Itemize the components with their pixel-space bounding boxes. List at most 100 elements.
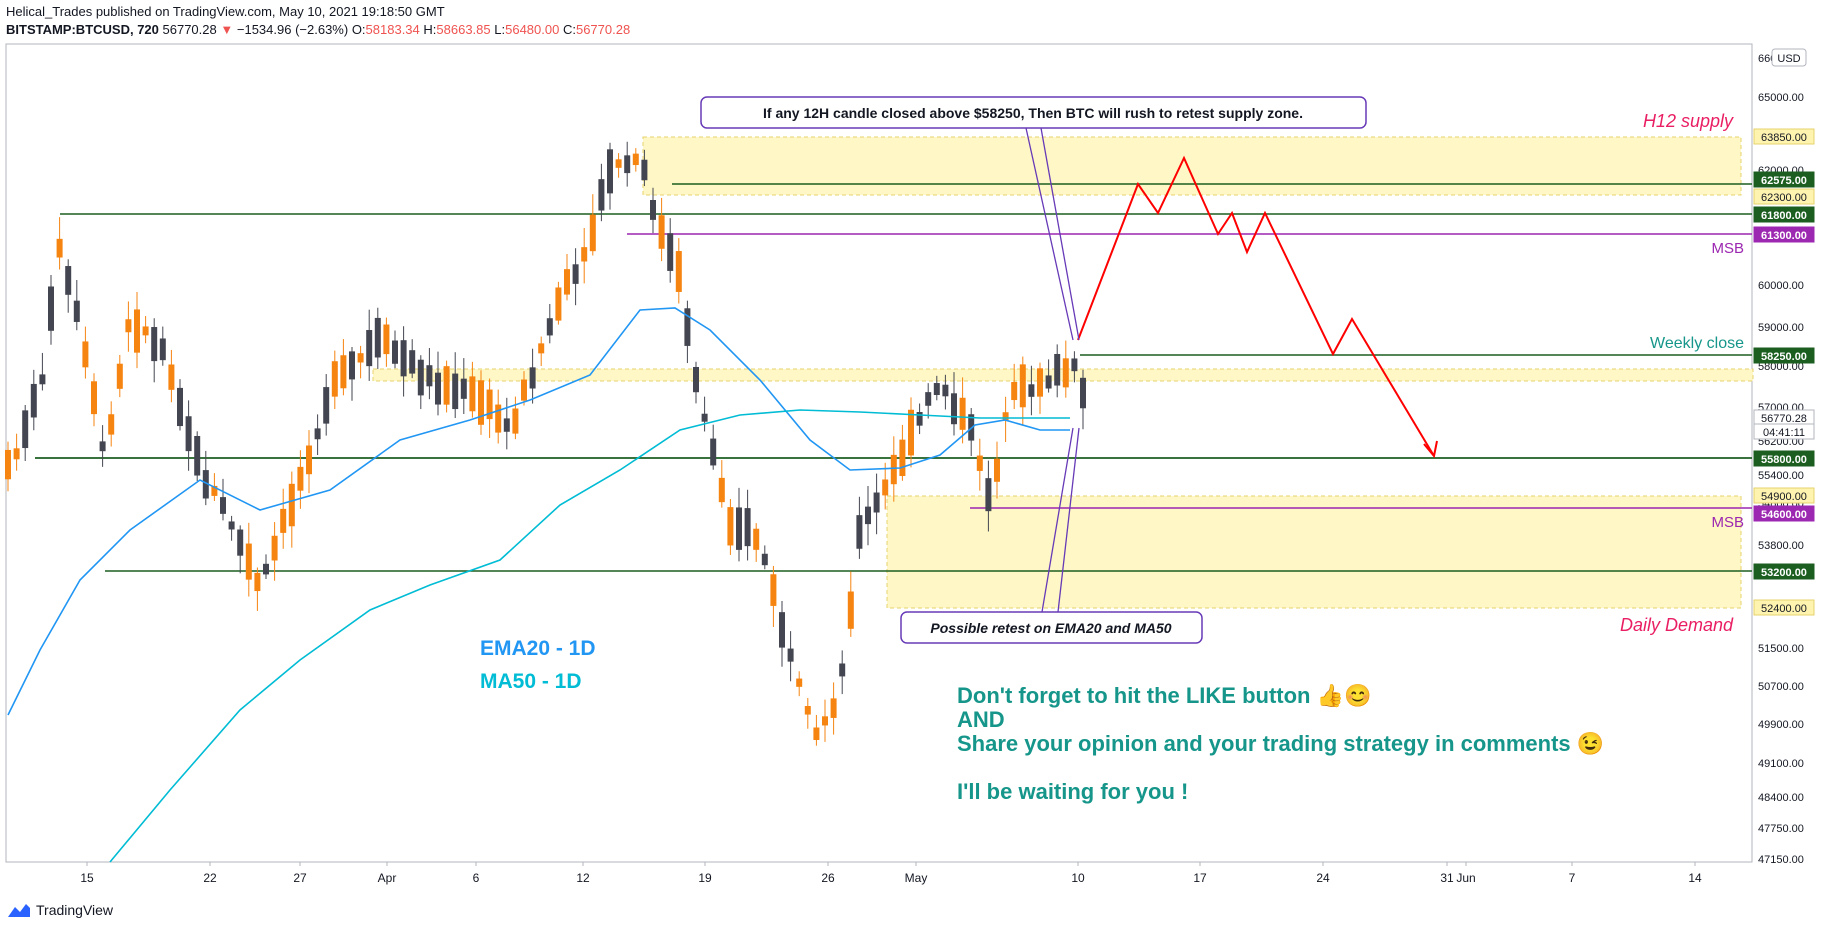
ma50-line <box>109 409 1070 863</box>
footer-brand[interactable]: TradingView <box>8 902 113 918</box>
candle-body <box>108 414 115 435</box>
candle-body <box>314 428 321 440</box>
candle-body <box>73 300 80 322</box>
symbol-name[interactable]: BITSTAMP:BTCUSD, 720 <box>6 22 159 37</box>
candle-body <box>271 535 278 561</box>
time-axis[interactable]: 15 22 27 Apr 6 12 19 26 May 10 17 24 31 Jun 7 14 <box>80 862 1702 885</box>
price-label-box <box>1753 599 1815 616</box>
candle-body <box>366 330 373 367</box>
candle-body <box>1045 375 1052 389</box>
candle-body <box>194 435 201 476</box>
candle-body <box>727 507 734 546</box>
x-tick-label: 19 <box>698 871 712 885</box>
candle-body <box>942 384 949 397</box>
y-tick-label: 59000.00 <box>1758 322 1804 334</box>
candle-body <box>632 153 639 166</box>
y-tick-label: 49900.00 <box>1758 719 1804 731</box>
cta-line-3: Share your opinion and your trading stra… <box>957 731 1604 756</box>
candle-body <box>804 706 811 715</box>
candle-body <box>340 355 347 389</box>
candle-body <box>701 413 708 422</box>
price-label: 04:41:11 <box>1763 427 1805 439</box>
candle-body <box>263 563 269 575</box>
candle-body <box>985 478 992 512</box>
price-label-box <box>1753 226 1815 243</box>
candle-body <box>675 251 682 292</box>
candle-body <box>297 466 304 491</box>
callout-bottom-text: Possible retest on EMA20 and MA50 <box>930 620 1171 636</box>
down-arrow-icon: ▼ <box>220 22 234 37</box>
candle-body <box>39 374 46 385</box>
candle-body <box>890 454 897 485</box>
x-tick-label: 15 <box>80 871 94 885</box>
y-tick-label: 58000.00 <box>1758 361 1804 373</box>
candle-body <box>452 373 459 410</box>
candle-body <box>555 287 562 321</box>
x-tick-label: 24 <box>1316 871 1330 885</box>
candle-body <box>1037 368 1043 397</box>
candle-body <box>177 387 183 427</box>
candle-body <box>1054 353 1061 386</box>
x-tick-label: 14 <box>1688 871 1702 885</box>
candle-body <box>718 477 725 503</box>
candle-body <box>908 409 914 456</box>
candle-body <box>1002 412 1009 421</box>
tradingview-logo-icon <box>8 904 30 917</box>
cta-line-1: Don't forget to hit the LIKE button 👍😊 <box>957 683 1371 708</box>
candle-body <box>873 492 880 513</box>
candle-body <box>641 159 648 181</box>
candle-body <box>1019 364 1026 408</box>
high-value: 58663.85 <box>436 22 491 37</box>
candle-body <box>5 449 11 480</box>
x-tick-label: 7 <box>1569 871 1576 885</box>
y-tick-label: 53800.00 <box>1758 540 1804 552</box>
high-label: H: <box>423 22 437 37</box>
last-price: 56770.28 <box>162 22 217 37</box>
candle-body <box>435 372 441 405</box>
x-tick-label: Apr <box>378 871 397 885</box>
x-tick-label: 6 <box>473 871 480 885</box>
candle-body <box>1071 358 1078 372</box>
candle-body <box>813 727 820 741</box>
candle-body <box>770 574 777 606</box>
callout-bottom-box[interactable] <box>900 611 1203 644</box>
candle-body <box>228 521 235 530</box>
callout-top-pointer-2 <box>1040 127 1080 341</box>
candle-body <box>856 515 863 549</box>
candle-body <box>650 200 656 220</box>
candle-body <box>1011 381 1018 401</box>
price-label: 52400.00 <box>1761 603 1807 615</box>
candle-body <box>400 340 407 377</box>
candle-body <box>736 507 742 550</box>
candle-body <box>211 485 218 496</box>
y-tick-label: 47750.00 <box>1758 823 1804 835</box>
y-tick-label: 48400.00 <box>1758 792 1804 804</box>
candle-body <box>469 376 476 412</box>
candle-body <box>254 572 261 592</box>
callout-top-text: If any 12H candle closed above $58250, T… <box>763 105 1303 121</box>
y-tick-label: 65000.00 <box>1758 92 1804 104</box>
x-tick-label: 31 <box>1440 871 1454 885</box>
candle-body <box>56 238 63 258</box>
candle-body <box>916 412 923 426</box>
ema-legend: EMA20 - 1D <box>480 637 596 660</box>
candle-body <box>82 341 89 368</box>
price-label: 61800.00 <box>1761 210 1807 222</box>
candle-body <box>331 361 338 397</box>
open-value: 58183.34 <box>365 22 420 37</box>
candle-body <box>761 553 768 566</box>
msb-label-top: MSB <box>1711 240 1744 257</box>
x-tick-label: 27 <box>293 871 307 885</box>
ema20-line <box>7 307 1070 716</box>
candle-body <box>288 483 295 527</box>
candle-body <box>779 612 785 648</box>
candle-body <box>383 324 390 355</box>
candle-body <box>374 317 381 358</box>
candle-body <box>538 343 545 354</box>
candle-body <box>91 381 97 415</box>
msb-label-bottom: MSB <box>1711 514 1744 531</box>
candle-body <box>426 365 433 387</box>
currency-badge[interactable] <box>1771 48 1807 67</box>
callout-top-box[interactable] <box>700 96 1367 129</box>
